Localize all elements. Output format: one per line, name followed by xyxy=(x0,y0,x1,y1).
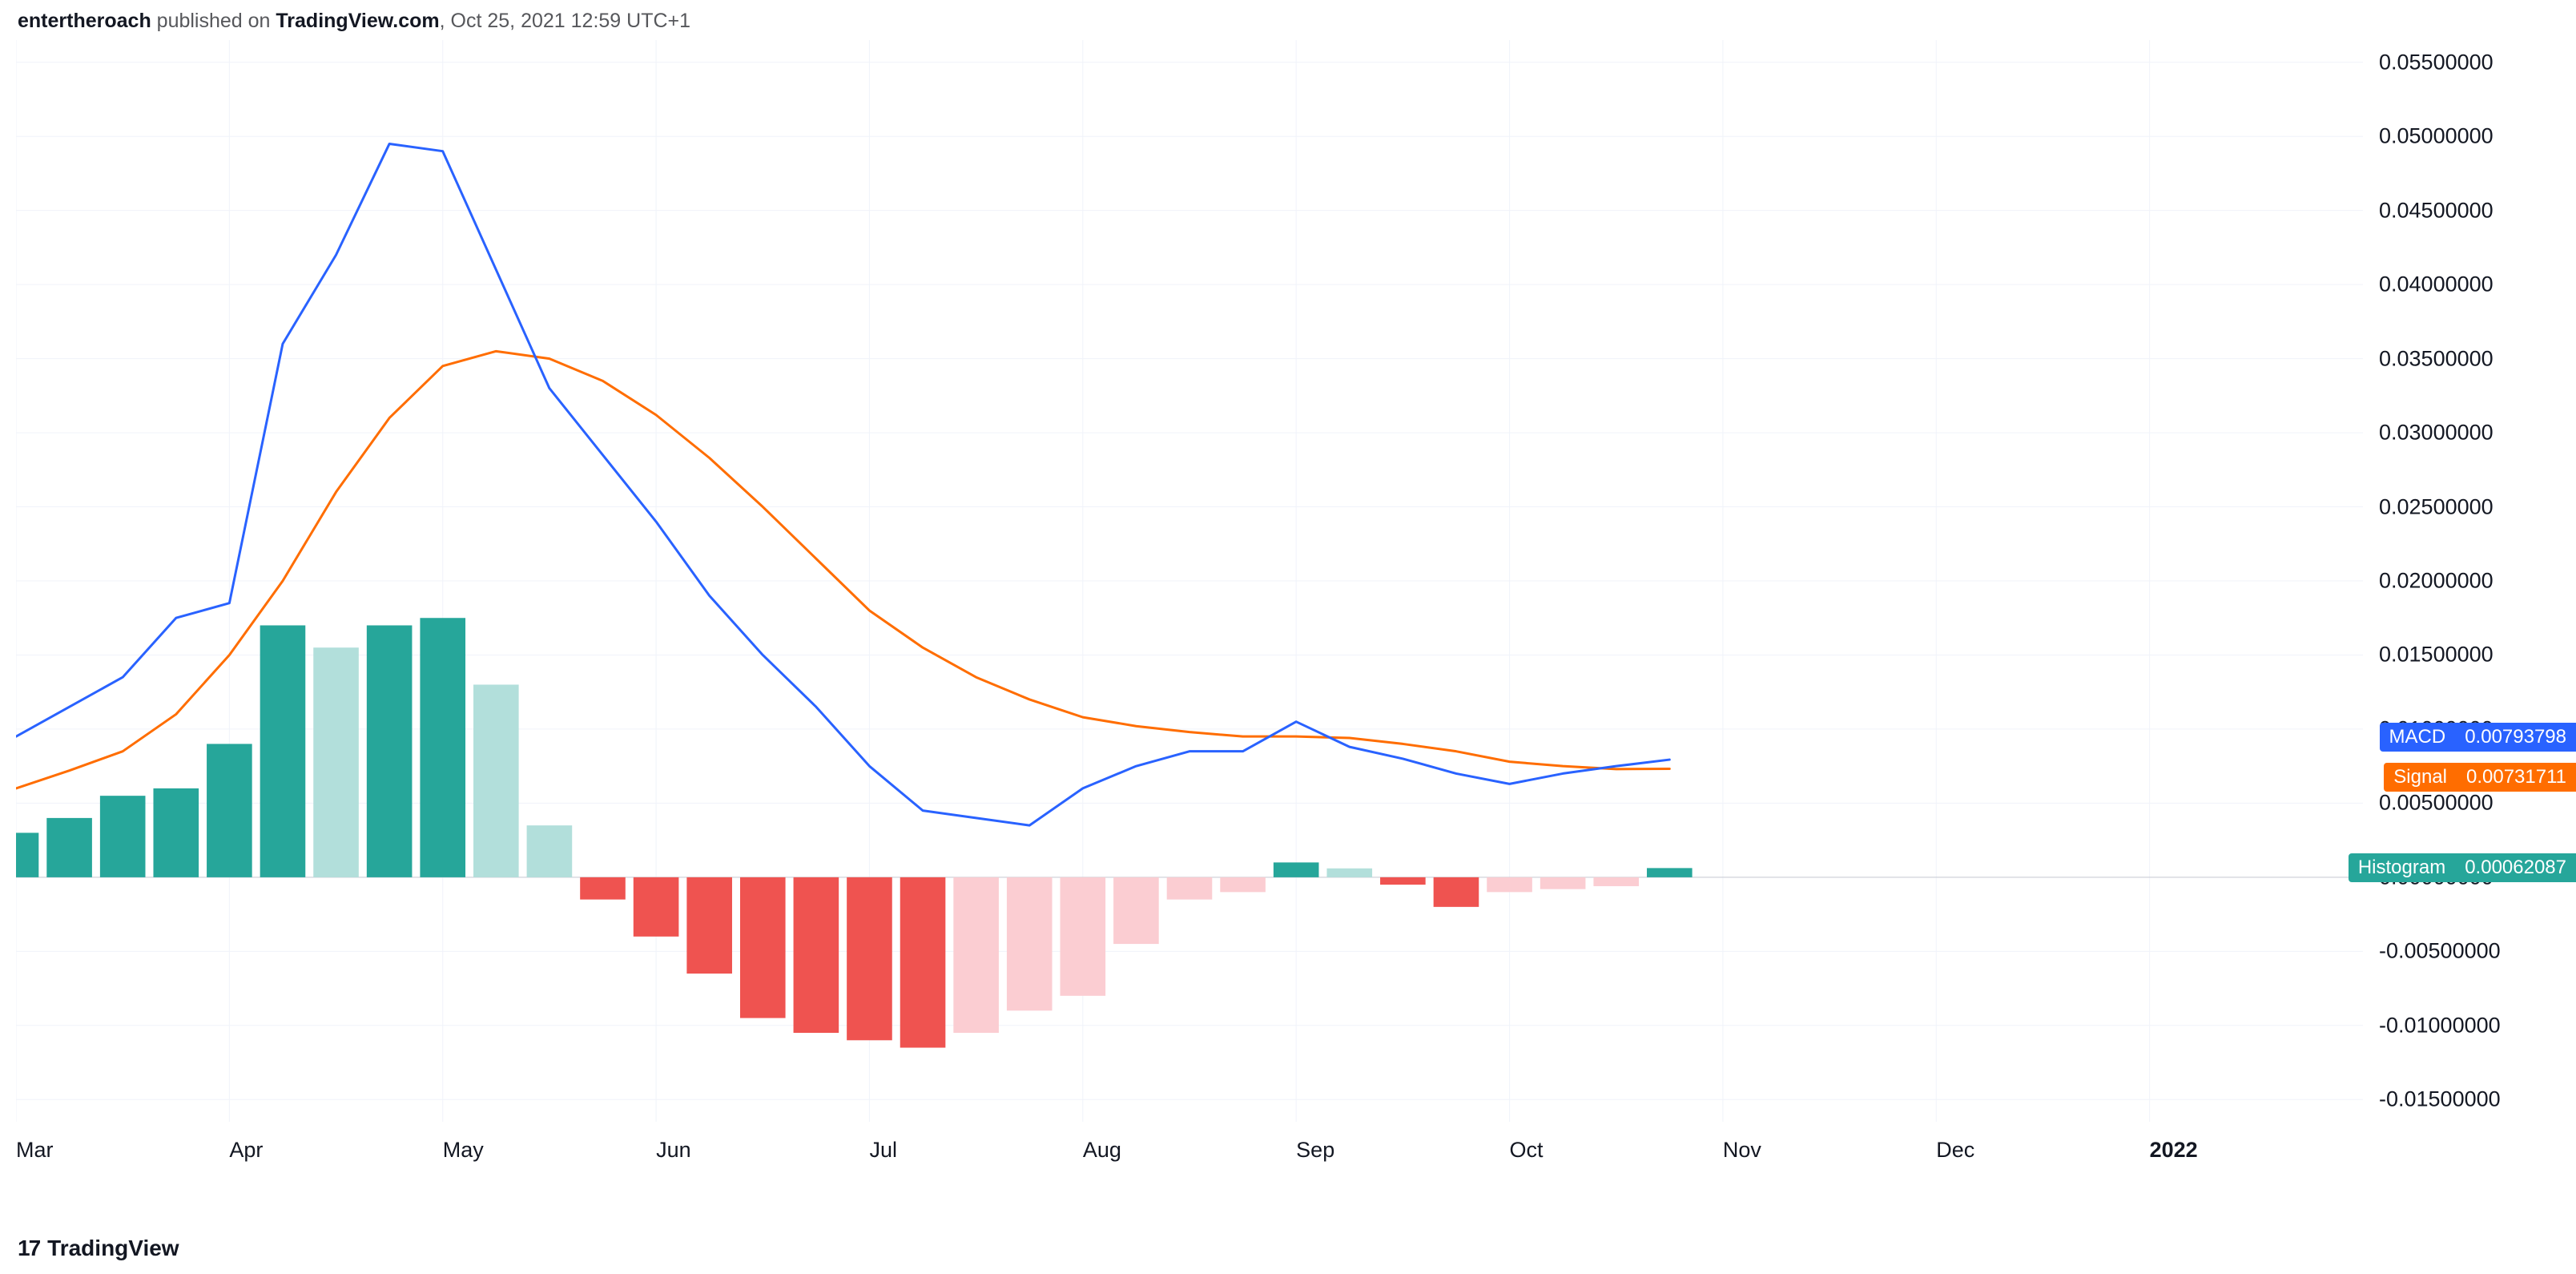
x-tick-label: 2022 xyxy=(2150,1138,2198,1163)
histogram-bar[interactable] xyxy=(100,796,146,877)
histogram-bar[interactable] xyxy=(1540,877,1586,889)
macd-badge-label: MACD xyxy=(2380,723,2456,752)
histogram-bar[interactable] xyxy=(686,877,732,974)
x-tick-label: Apr xyxy=(229,1138,263,1163)
histogram-bar[interactable] xyxy=(1061,877,1106,996)
signal-badge: Signal0.00731711 xyxy=(2384,763,2576,792)
histogram-bar[interactable] xyxy=(794,877,839,1033)
y-tick-label: 0.01500000 xyxy=(2379,643,2493,667)
hist-badge-value: 0.00062087 xyxy=(2455,853,2576,882)
y-tick-label: 0.00500000 xyxy=(2379,791,2493,816)
x-tick-label: Nov xyxy=(1723,1138,1761,1163)
y-tick-label: 0.05000000 xyxy=(2379,124,2493,149)
tradingview-attribution: 17 TradingView xyxy=(18,1236,179,1261)
histogram-bar[interactable] xyxy=(527,825,573,877)
y-tick-label: -0.00500000 xyxy=(2379,939,2501,964)
tradingview-logo-icon: 17 xyxy=(18,1236,39,1261)
hist-badge-label: Histogram xyxy=(2349,853,2455,882)
y-tick-label: 0.03000000 xyxy=(2379,421,2493,445)
histogram-bar[interactable] xyxy=(1274,862,1319,877)
macd-badge-value: 0.00793798 xyxy=(2455,723,2576,752)
histogram-bar[interactable] xyxy=(16,833,38,877)
y-tick-label: -0.01000000 xyxy=(2379,1013,2501,1038)
histogram-bar[interactable] xyxy=(1220,877,1266,892)
histogram-bar[interactable] xyxy=(740,877,786,1018)
histogram-bar[interactable] xyxy=(1434,877,1479,907)
histogram-bar[interactable] xyxy=(207,744,252,877)
x-tick-label: Sep xyxy=(1296,1138,1334,1163)
histogram-bar[interactable] xyxy=(1647,868,1693,877)
y-tick-label: -0.01500000 xyxy=(2379,1087,2501,1112)
publish-info: entertheroach published on TradingView.c… xyxy=(18,10,690,33)
x-tick-label: Jun xyxy=(656,1138,691,1163)
histogram-bar[interactable] xyxy=(153,788,199,877)
signal-badge-label: Signal xyxy=(2384,763,2457,792)
y-tick-label: 0.04000000 xyxy=(2379,272,2493,297)
histogram-bar[interactable] xyxy=(634,877,679,937)
y-tick-label: 0.02000000 xyxy=(2379,569,2493,594)
y-tick-label: 0.04500000 xyxy=(2379,198,2493,223)
macd-badge: MACD0.00793798 xyxy=(2380,723,2576,752)
histogram-bar[interactable] xyxy=(1113,877,1159,944)
histogram-bar[interactable] xyxy=(1487,877,1532,892)
hist-badge: Histogram0.00062087 xyxy=(2349,853,2576,882)
y-tick-label: 0.03500000 xyxy=(2379,346,2493,371)
histogram-bar[interactable] xyxy=(580,877,626,900)
histogram-bar[interactable] xyxy=(420,618,465,877)
histogram-bar[interactable] xyxy=(260,625,306,877)
histogram-bar[interactable] xyxy=(1007,877,1053,1010)
macd-chart[interactable] xyxy=(16,40,2363,1122)
publish-site: TradingView.com xyxy=(276,10,439,32)
histogram-bar[interactable] xyxy=(1380,877,1426,885)
x-tick-label: Oct xyxy=(1510,1138,1544,1163)
histogram-bar[interactable] xyxy=(473,684,519,877)
histogram-bar[interactable] xyxy=(313,647,359,877)
publish-user: entertheroach xyxy=(18,10,151,32)
histogram-bar[interactable] xyxy=(900,877,946,1048)
x-tick-label: May xyxy=(443,1138,484,1163)
histogram-bar[interactable] xyxy=(367,625,413,877)
histogram-bar[interactable] xyxy=(1326,869,1372,877)
x-tick-label: Aug xyxy=(1083,1138,1121,1163)
histogram-bar[interactable] xyxy=(847,877,892,1040)
y-tick-label: 0.02500000 xyxy=(2379,494,2493,519)
signal-badge-value: 0.00731711 xyxy=(2457,763,2576,792)
tradingview-label: TradingView xyxy=(47,1236,179,1261)
y-tick-label: 0.05500000 xyxy=(2379,50,2493,75)
histogram-bar[interactable] xyxy=(46,818,92,877)
x-tick-label: Dec xyxy=(1936,1138,1974,1163)
x-tick-label: Jul xyxy=(869,1138,897,1163)
histogram-bar[interactable] xyxy=(1167,877,1213,900)
x-tick-label: Mar xyxy=(16,1138,54,1163)
histogram-bar[interactable] xyxy=(953,877,999,1033)
histogram-bar[interactable] xyxy=(1593,877,1639,886)
